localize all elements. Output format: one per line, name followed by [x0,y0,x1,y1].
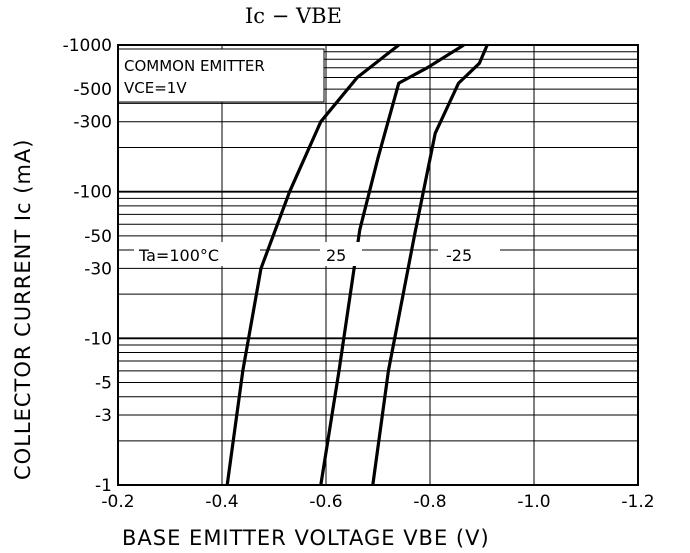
x-tick-label: -0.6 [309,492,342,512]
series-curves [225,43,489,486]
series-line-1 [319,43,465,486]
y-tick-label: -10 [84,329,112,349]
x-axis-label: BASE EMITTER VOLTAGE VBE (V) [122,526,490,550]
chart-title: Ic − VBE [245,4,342,28]
condition-line-1: COMMON EMITTER [124,57,265,75]
curve-label-bg-100 [134,242,260,266]
curve-label-100: Ta=100°C [138,246,219,265]
y-tick-label: -500 [73,80,112,100]
y-tick-label: -1000 [63,36,112,56]
y-tick-label: -1 [95,476,112,496]
y-tick-label: -5 [95,373,112,393]
curve-label-m25: -25 [446,246,472,265]
y-tick-label: -50 [84,227,112,247]
series-line-0 [225,43,400,486]
y-tick-labels: -1000 -500 -300 -100 -50 -30 -10 -5 -3 -1 [63,36,112,496]
grid-lines [118,45,638,485]
x-tick-label: -0.2 [101,492,134,512]
x-tick-label: -1.0 [517,492,550,512]
plot-frame [117,44,639,486]
x-tick-labels: -0.2 -0.4 -0.6 -0.8 -1.0 -1.2 [101,492,654,512]
x-tick-label: -0.4 [205,492,238,512]
y-tick-label: -30 [84,259,112,279]
x-tick-label: -1.2 [621,492,654,512]
y-axis-label: COLLECTOR CURRENT Ic (mA) [11,139,35,480]
y-tick-label: -3 [95,406,112,426]
condition-line-2: VCE=1V [124,79,187,97]
x-tick-label: -0.8 [413,492,446,512]
series-line-2 [371,44,489,486]
y-tick-label: -100 [73,183,112,203]
curve-label-bg-m25 [438,242,500,266]
curve-label-25: 25 [326,246,346,265]
y-tick-label: -300 [73,113,112,133]
curve-label-bg-25 [320,242,362,266]
